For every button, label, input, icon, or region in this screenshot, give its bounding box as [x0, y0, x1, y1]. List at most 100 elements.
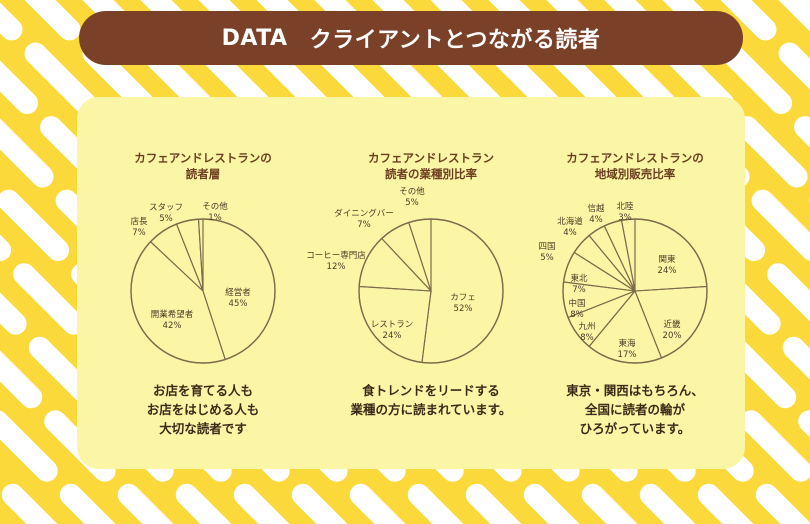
pie-slice: [197, 218, 204, 292]
slice-label-name: 四国: [538, 242, 555, 252]
chart-caption-line: 業種の方に読まれています。: [350, 402, 512, 417]
slice-label-value: 24%: [383, 331, 402, 341]
slice-label: レストラン 24%: [371, 320, 414, 341]
slice-label: 信越 4%: [587, 203, 605, 225]
pie-chart-readers: 経営者 45%開業希望者 42%店長 7%スタッフ 5%その他 1%: [130, 201, 276, 364]
slice-label-name: ダイニングバー: [334, 208, 394, 219]
slice-label-name: 東海: [618, 338, 636, 349]
slice-label-value: 17%: [618, 350, 637, 360]
header-banner: DATA クライアントとつながる読者: [79, 11, 743, 65]
chart-caption-line: お店を育てる人も: [152, 383, 253, 398]
slice-label: 店長 7%: [130, 216, 148, 238]
slice-label: コーヒー専門店 12%: [306, 250, 366, 272]
banner-data-label: DATA: [221, 25, 288, 51]
background-stripe: [314, 0, 810, 496]
background-stripe: [430, 0, 810, 380]
slice-label-name: カフェ: [450, 293, 476, 303]
slice-label: 北海道 4%: [557, 216, 583, 238]
background-stripe: [720, 0, 810, 90]
chart-title-line: 地域別販売比率: [594, 167, 676, 181]
slice-label: その他 5%: [399, 186, 425, 208]
chart-title-business: カフェアンドレストラン 読者の業種別比率: [331, 150, 531, 182]
pie-slice: [149, 223, 204, 292]
slice-label-name: その他: [399, 186, 425, 197]
chart-title-line: カフェアンドレストランの: [134, 151, 272, 165]
chart-caption-line: お店をはじめる人も: [146, 402, 260, 417]
slice-label-name: 経営者: [225, 287, 251, 298]
background-stripe: [488, 0, 810, 322]
slice-label-value: 42%: [163, 321, 182, 331]
slice-label: その他 1%: [202, 201, 228, 223]
slice-label-name: スタッフ: [149, 203, 183, 213]
background-stripe: [372, 0, 810, 438]
slice-label-value: 52%: [454, 304, 473, 314]
chart-caption-business: 食トレンドをリードする 業種の方に読まれています。: [321, 381, 541, 419]
slice-label-value: 4%: [589, 215, 603, 225]
slice-label-name: 九州: [578, 322, 595, 332]
slice-label-name: 信越: [587, 203, 605, 214]
chart-caption-region: 東京・関西はもちろん、 全国に読者の輪が ひろがっています。: [525, 381, 745, 438]
slice-label: 中国 8%: [568, 298, 585, 320]
background-stripe: [546, 0, 810, 264]
pie-slice: [358, 237, 433, 292]
chart-title-line: 読者層: [185, 167, 221, 181]
slice-label-name: その他: [202, 201, 228, 212]
pie-slice: [603, 219, 636, 292]
pie-chart-business: カフェ 52%レストラン 24%コーヒー専門店 12%ダイニングバー 7%その他 5%: [306, 186, 504, 364]
slice-label-value: 7%: [572, 285, 586, 295]
slice-label-name: 東北: [570, 273, 588, 284]
slice-label: 経営者 45%: [225, 287, 251, 309]
slice-label-value: 5%: [159, 214, 173, 224]
slice-label: 九州 8%: [578, 322, 595, 343]
chart-caption-line: ひろがっています。: [579, 421, 691, 436]
pie-slice: [634, 285, 708, 359]
background-stripe: [604, 0, 810, 206]
slice-label: 東北 7%: [570, 273, 588, 295]
slice-label-name: 北海道: [557, 216, 583, 227]
slice-label-value: 5%: [405, 198, 419, 208]
pie-slice: [421, 218, 504, 364]
pie-slice: [620, 218, 636, 292]
chart-title-readers: カフェアンドレストランの 読者層: [103, 150, 303, 182]
slice-label-name: 店長: [130, 216, 148, 227]
slice-label: 四国 5%: [538, 242, 555, 263]
slice-label-value: 24%: [658, 266, 677, 276]
pie-slice: [634, 218, 708, 292]
slice-label-name: 関東: [658, 254, 676, 265]
slice-label-name: 中国: [568, 298, 585, 309]
slice-label-value: 1%: [208, 213, 222, 223]
pie-slice: [202, 218, 276, 361]
pie-slice: [588, 225, 636, 292]
slice-label-name: コーヒー専門店: [306, 250, 366, 261]
slice-label-value: 7%: [357, 220, 371, 230]
slice-label-value: 4%: [563, 228, 577, 238]
chart-title-line: 読者の業種別比率: [385, 167, 477, 181]
slice-label-name: 開業希望者: [151, 309, 194, 320]
slice-label-name: レストラン: [371, 320, 414, 330]
pie-slice: [130, 240, 226, 364]
pie-chart-region: 関東 24%近畿 20%東海 17%九州 8%中国 8%東北 7%四国 5%北海道 4%信越 4%…: [538, 201, 708, 364]
chart-caption-line: 全国に読者の輪が: [584, 402, 685, 417]
banner-title: クライアントとつながる読者: [309, 28, 601, 53]
chart-title-line: カフェアンドレストラン: [367, 151, 495, 165]
slice-label-name: 北陸: [616, 201, 634, 212]
slice-label: 近畿 20%: [663, 319, 682, 341]
slice-label: 関東 24%: [658, 254, 677, 276]
chart-caption-readers: お店を育てる人も お店をはじめる人も 大切な読者です: [93, 381, 313, 438]
slice-label-value: 7%: [132, 228, 146, 238]
chart-caption-line: 食トレンドをリードする: [362, 383, 500, 398]
slice-label: ダイニングバー 7%: [334, 208, 394, 230]
slice-label-value: 8%: [580, 333, 594, 343]
chart-caption-line: 東京・関西はもちろん、: [566, 383, 704, 398]
slice-label-value: 3%: [618, 213, 632, 223]
slice-label-value: 8%: [570, 310, 584, 320]
background-stripe: [0, 408, 116, 524]
pie-slice: [358, 285, 432, 364]
slice-label-value: 45%: [229, 299, 248, 309]
slice-label: 開業希望者 42%: [151, 309, 194, 331]
pie-slice: [380, 221, 432, 292]
slice-label-name: 近畿: [663, 319, 681, 330]
chart-title-region: カフェアンドレストランの 地域別販売比率: [535, 150, 735, 182]
slice-label-value: 12%: [327, 262, 346, 272]
